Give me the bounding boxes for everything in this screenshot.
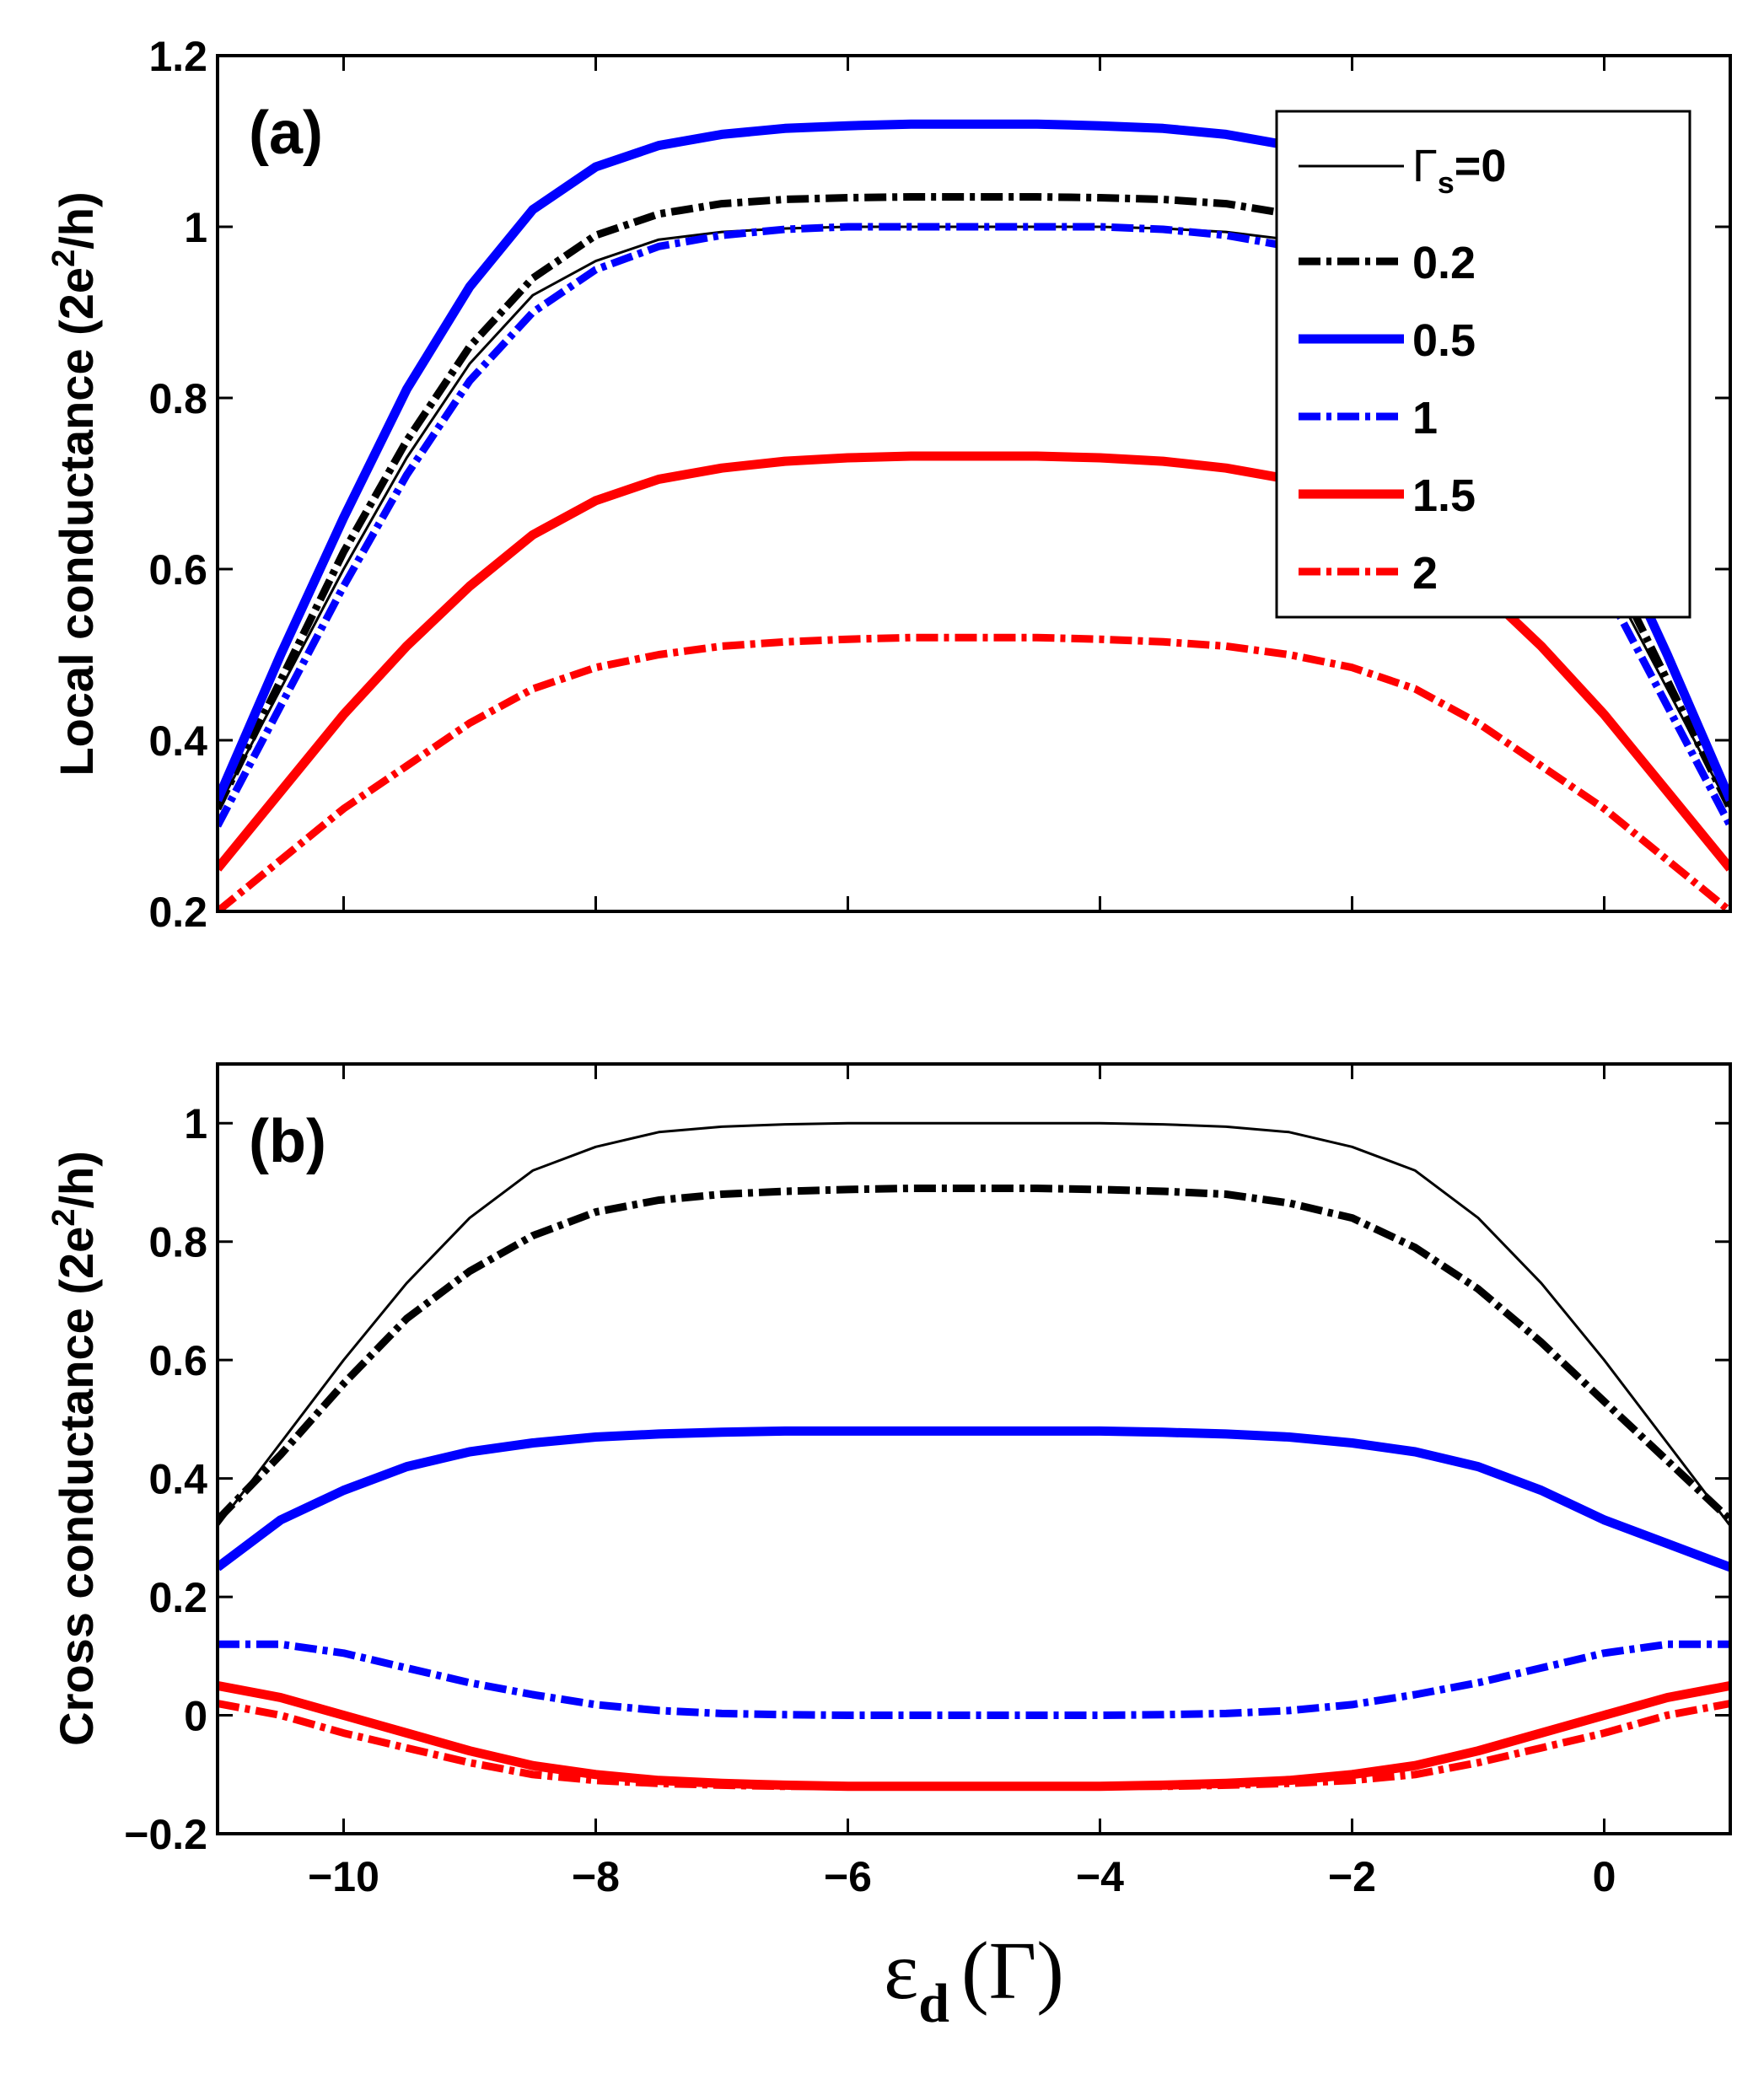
panel-b-x-tick-label: −8 bbox=[572, 1853, 620, 1900]
panel-a-y-tick-label: 0.4 bbox=[148, 717, 207, 765]
panel-b-series-line-5 bbox=[218, 1700, 1730, 1791]
panel-b-x-tick-label: 0 bbox=[1593, 1853, 1616, 1900]
panel-a-series-line-5 bbox=[218, 633, 1730, 911]
panel-b: −10 −8 −6 −4 −2 0 −0.2 0 0.2 0.4 0.6 0.8 1 (b) Cros… bbox=[46, 1062, 1732, 2034]
panel-b-series-line-1 bbox=[218, 1185, 1730, 1523]
x-axis-label: εd (Γ) bbox=[884, 1926, 1064, 2034]
panel-a-y-tick-label: 0.6 bbox=[148, 546, 207, 594]
legend-entry-3: 1 bbox=[1299, 393, 1438, 443]
panel-b-series bbox=[218, 1121, 1730, 1792]
legend-box bbox=[1275, 110, 1691, 619]
panel-b-y-tick-label: 0 bbox=[184, 1693, 207, 1740]
panel-b-y-tick-label: 0.4 bbox=[148, 1456, 207, 1503]
legend-label-2: 0.5 bbox=[1412, 315, 1476, 366]
legend: Γs=0 0.2 0.5 1 1.5 2 bbox=[1275, 110, 1691, 619]
panel-b-x-tick-label: −4 bbox=[1076, 1853, 1124, 1900]
panel-a-y-tick-label: 0.8 bbox=[148, 375, 207, 422]
panel-a-y-tick-label: 1.2 bbox=[148, 33, 207, 80]
panel-b-frame bbox=[216, 1062, 1732, 1835]
legend-entry-2: 0.5 bbox=[1299, 315, 1476, 366]
panel-a-frame bbox=[216, 54, 1732, 913]
panel-a-series-line-3 bbox=[218, 223, 1730, 828]
panel-a: 0.2 0.4 0.6 0.8 1 1.2 (a) Local conductance (… bbox=[46, 33, 1732, 936]
legend-entry-1: 0.2 bbox=[1299, 238, 1476, 288]
panel-b-y-tick-label: −0.2 bbox=[124, 1811, 207, 1858]
legend-label-3: 1 bbox=[1412, 393, 1438, 443]
legend-entry-5: 2 bbox=[1299, 548, 1438, 599]
legend-label-4: 1.5 bbox=[1412, 470, 1476, 521]
legend-label-0: Γs=0 bbox=[1412, 141, 1506, 200]
panel-b-x-tick-label: −6 bbox=[824, 1853, 872, 1900]
panel-a-x-ticks bbox=[342, 56, 1605, 911]
panel-a-y-tick-label: 1 bbox=[184, 204, 207, 251]
panel-b-label: (b) bbox=[249, 1108, 326, 1175]
panel-b-y-tick-label: 1 bbox=[184, 1100, 207, 1147]
panel-b-x-ticks: −10 −8 −6 −4 −2 0 bbox=[308, 1064, 1616, 1900]
legend-entry-0: Γs=0 bbox=[1299, 141, 1506, 200]
panel-b-y-tick-label: 0.2 bbox=[148, 1574, 207, 1621]
panel-b-series-line-3 bbox=[218, 1640, 1730, 1719]
legend-label-5: 2 bbox=[1412, 548, 1438, 599]
panel-b-series-line-4 bbox=[218, 1680, 1730, 1792]
panel-b-series-line-2 bbox=[218, 1426, 1730, 1572]
panel-b-y-axis-label: Cross conductance (2e2/h) bbox=[46, 1151, 103, 1746]
legend-entry-4: 1.5 bbox=[1299, 470, 1476, 521]
panel-a-y-axis-label: Local conductance (2e2/h) bbox=[46, 191, 103, 776]
panel-b-x-tick-label: −10 bbox=[308, 1853, 379, 1900]
panel-b-y-ticks: −0.2 0 0.2 0.4 0.6 0.8 1 bbox=[124, 1100, 1730, 1858]
panel-a-y-ticks: 0.2 0.4 0.6 0.8 1 1.2 bbox=[148, 33, 1730, 936]
panel-b-x-tick-label: −2 bbox=[1328, 1853, 1376, 1900]
panel-a-label: (a) bbox=[249, 99, 323, 167]
panel-b-series-line-0 bbox=[218, 1121, 1730, 1527]
panel-b-y-tick-label: 0.6 bbox=[148, 1337, 207, 1384]
panel-a-y-tick-label: 0.2 bbox=[148, 889, 207, 936]
panel-b-y-tick-label: 0.8 bbox=[148, 1219, 207, 1266]
legend-label-1: 0.2 bbox=[1412, 238, 1476, 288]
